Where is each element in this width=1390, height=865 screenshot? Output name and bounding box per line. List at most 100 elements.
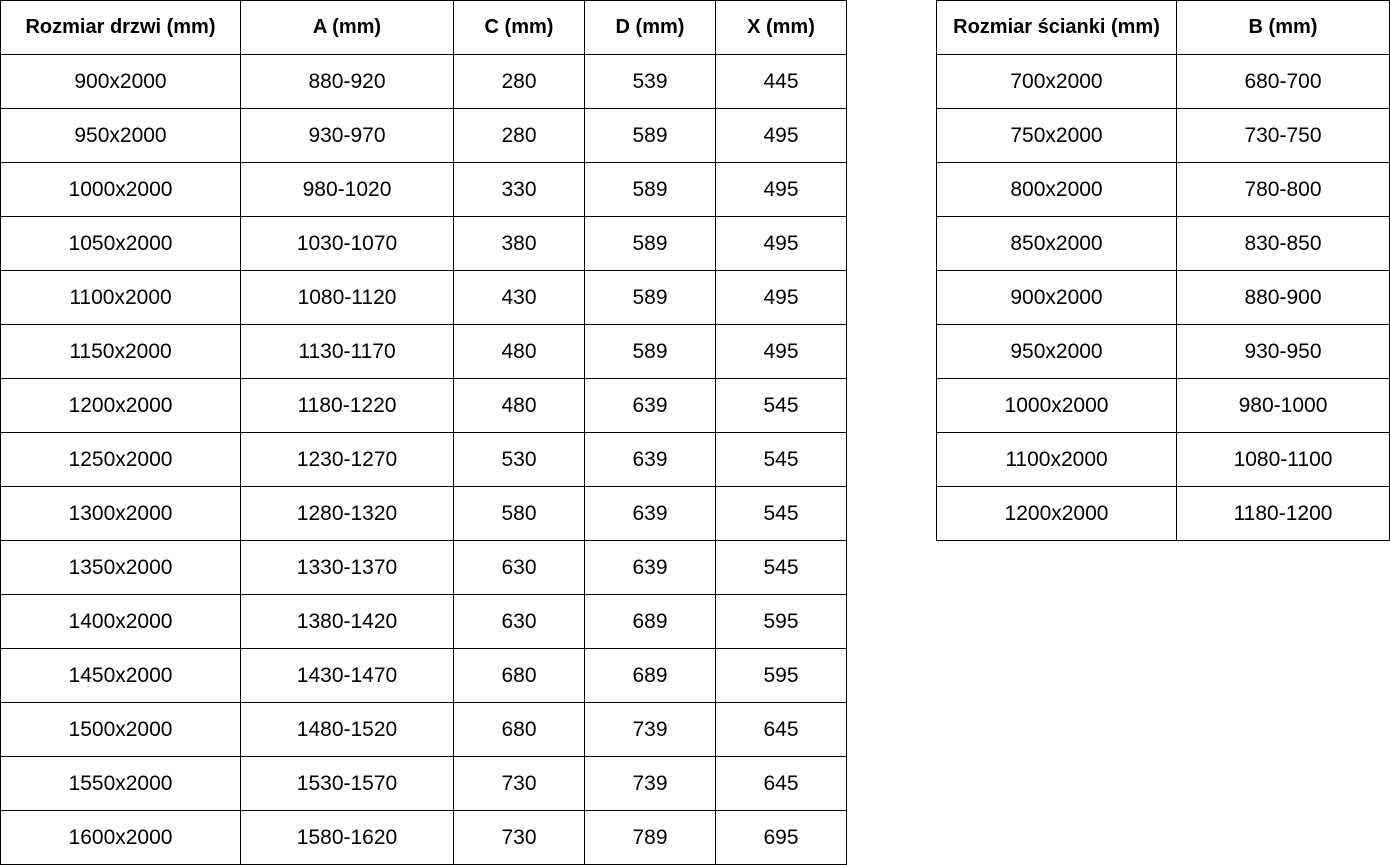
column-header: D (mm): [584, 0, 716, 55]
table-cell: 1500x2000: [0, 702, 241, 757]
table-row: 1150x2000 1130-1170 480 589 495: [0, 324, 847, 379]
table-cell: 1550x2000: [0, 756, 241, 811]
table-row: 700x2000 680-700: [936, 54, 1390, 109]
table-row: 800x2000 780-800: [936, 162, 1390, 217]
table-row: 1400x2000 1380-1420 630 689 595: [0, 594, 847, 649]
table-cell: 700x2000: [936, 54, 1177, 109]
table-cell: 1180-1220: [240, 378, 454, 433]
table-cell: 480: [453, 378, 585, 433]
table-cell: 545: [715, 378, 847, 433]
table-cell: 800x2000: [936, 162, 1177, 217]
table-cell: 950x2000: [936, 324, 1177, 379]
table-cell: 1030-1070: [240, 216, 454, 271]
table-cell: 630: [453, 540, 585, 595]
column-header: Rozmiar drzwi (mm): [0, 0, 241, 55]
table-cell: 1300x2000: [0, 486, 241, 541]
table-cell: 830-850: [1176, 216, 1390, 271]
table-cell: 695: [715, 810, 847, 865]
table-cell: 1380-1420: [240, 594, 454, 649]
table-row: 1600x2000 1580-1620 730 789 695: [0, 810, 847, 865]
table-cell: 980-1020: [240, 162, 454, 217]
table-cell: 1000x2000: [0, 162, 241, 217]
table-cell: 1430-1470: [240, 648, 454, 703]
door-size-table: Rozmiar drzwi (mm) A (mm) C (mm) D (mm) X (m…: [0, 0, 847, 865]
table-cell: 530: [453, 432, 585, 487]
table-cell: 1450x2000: [0, 648, 241, 703]
table-cell: 730: [453, 810, 585, 865]
table-cell: 1150x2000: [0, 324, 241, 379]
table-row: 850x2000 830-850: [936, 216, 1390, 271]
table-row: 1050x2000 1030-1070 380 589 495: [0, 216, 847, 271]
table-row: 1000x2000 980-1020 330 589 495: [0, 162, 847, 217]
table-cell: 1080-1100: [1176, 432, 1390, 487]
table-row: 750x2000 730-750: [936, 108, 1390, 163]
table-cell: 680-700: [1176, 54, 1390, 109]
table-cell: 495: [715, 108, 847, 163]
table-cell: 589: [584, 324, 716, 379]
table-row: 1000x2000 980-1000: [936, 378, 1390, 433]
table-cell: 595: [715, 594, 847, 649]
table-row: 1100x2000 1080-1100: [936, 432, 1390, 487]
table-cell: 280: [453, 54, 585, 109]
table-cell: 1100x2000: [936, 432, 1177, 487]
table-cell: 730-750: [1176, 108, 1390, 163]
table-row: 900x2000 880-920 280 539 445: [0, 54, 847, 109]
table-cell: 1400x2000: [0, 594, 241, 649]
table-cell: 639: [584, 486, 716, 541]
column-header: X (mm): [715, 0, 847, 55]
table-cell: 1200x2000: [936, 486, 1177, 541]
table-cell: 1050x2000: [0, 216, 241, 271]
table-cell: 380: [453, 216, 585, 271]
table-cell: 580: [453, 486, 585, 541]
column-header: Rozmiar ścianki (mm): [936, 0, 1177, 55]
table-cell: 900x2000: [936, 270, 1177, 325]
table-header-row: Rozmiar drzwi (mm) A (mm) C (mm) D (mm) X (m…: [0, 0, 847, 55]
table-cell: 1600x2000: [0, 810, 241, 865]
table-cell: 1080-1120: [240, 270, 454, 325]
table-cell: 545: [715, 540, 847, 595]
table-row: 1500x2000 1480-1520 680 739 645: [0, 702, 847, 757]
table-row: 1200x2000 1180-1220 480 639 545: [0, 378, 847, 433]
table-cell: 445: [715, 54, 847, 109]
table-cell: 680: [453, 702, 585, 757]
table-header-row: Rozmiar ścianki (mm) B (mm): [936, 0, 1390, 55]
table-cell: 639: [584, 540, 716, 595]
table-cell: 1130-1170: [240, 324, 454, 379]
table-cell: 1530-1570: [240, 756, 454, 811]
table-cell: 689: [584, 594, 716, 649]
table-cell: 495: [715, 162, 847, 217]
table-cell: 1000x2000: [936, 378, 1177, 433]
table-cell: 880-900: [1176, 270, 1390, 325]
table-cell: 430: [453, 270, 585, 325]
table-cell: 1330-1370: [240, 540, 454, 595]
table-row: 950x2000 930-950: [936, 324, 1390, 379]
table-row: 1200x2000 1180-1200: [936, 486, 1390, 541]
table-row: 1300x2000 1280-1320 580 639 545: [0, 486, 847, 541]
table-cell: 639: [584, 432, 716, 487]
table-row: 1450x2000 1430-1470 680 689 595: [0, 648, 847, 703]
table-cell: 750x2000: [936, 108, 1177, 163]
table-cell: 739: [584, 756, 716, 811]
table-cell: 589: [584, 162, 716, 217]
table-row: 1350x2000 1330-1370 630 639 545: [0, 540, 847, 595]
table-cell: 1230-1270: [240, 432, 454, 487]
table-cell: 980-1000: [1176, 378, 1390, 433]
table-cell: 639: [584, 378, 716, 433]
table-cell: 780-800: [1176, 162, 1390, 217]
table-cell: 630: [453, 594, 585, 649]
table-cell: 850x2000: [936, 216, 1177, 271]
table-cell: 1480-1520: [240, 702, 454, 757]
table-cell: 589: [584, 108, 716, 163]
table-row: 900x2000 880-900: [936, 270, 1390, 325]
table-cell: 589: [584, 270, 716, 325]
column-header: C (mm): [453, 0, 585, 55]
table-cell: 739: [584, 702, 716, 757]
table-cell: 595: [715, 648, 847, 703]
table-cell: 495: [715, 216, 847, 271]
table-row: 1550x2000 1530-1570 730 739 645: [0, 756, 847, 811]
wall-size-table: Rozmiar ścianki (mm) B (mm) 700x2000 680-7…: [936, 0, 1390, 541]
table-cell: 950x2000: [0, 108, 241, 163]
table-cell: 280: [453, 108, 585, 163]
table-cell: 545: [715, 432, 847, 487]
table-cell: 730: [453, 756, 585, 811]
